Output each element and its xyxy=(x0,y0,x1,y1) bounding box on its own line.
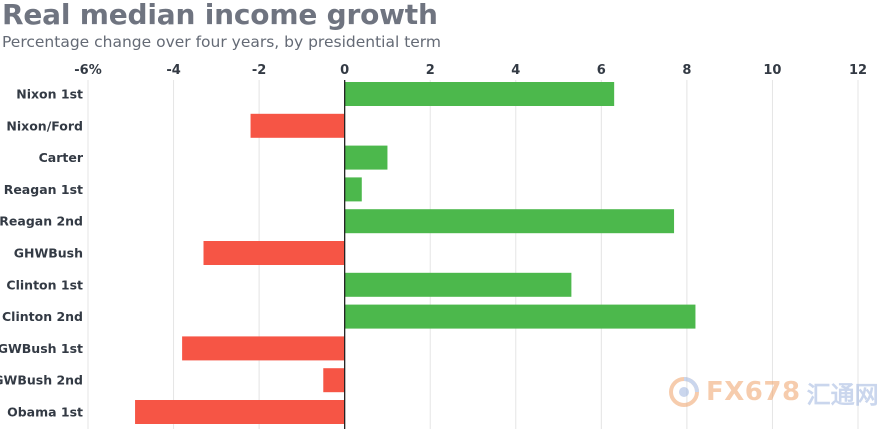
x-tick-label: -6% xyxy=(74,63,101,78)
bar xyxy=(344,209,675,234)
category-label: Nixon 1st xyxy=(16,87,83,102)
bar xyxy=(344,304,696,329)
category-label: Clinton 1st xyxy=(6,277,83,292)
category-label: Obama 1st xyxy=(7,405,83,420)
x-tick-label: 4 xyxy=(511,63,520,78)
x-tick-label: 8 xyxy=(682,63,691,78)
category-label: Nixon/Ford xyxy=(6,118,83,133)
category-labels: Nixon 1st Nixon/Ford Carter Reagan 1st Reaga… xyxy=(0,87,84,420)
x-tick-label: 12 xyxy=(849,63,867,78)
category-label: Clinton 2nd xyxy=(2,309,83,324)
category-label: GWBush 2nd xyxy=(0,373,83,388)
bar xyxy=(344,145,388,170)
x-tick-label: 2 xyxy=(426,63,435,78)
x-tick-label: 6 xyxy=(597,63,606,78)
bar xyxy=(344,82,615,106)
bar xyxy=(344,272,572,297)
x-tick-label: -2 xyxy=(252,63,266,78)
x-tick-label: 10 xyxy=(763,63,781,78)
chart-title: Real median income growth xyxy=(2,0,438,31)
bar xyxy=(323,368,345,393)
category-label: GWBush 1st xyxy=(0,341,83,356)
bar xyxy=(135,400,345,424)
bars xyxy=(135,82,696,424)
x-tick-label: 0 xyxy=(340,63,349,78)
category-label: Reagan 1st xyxy=(4,182,83,197)
chart-subtitle: Percentage change over four years, by pr… xyxy=(2,33,442,51)
category-label: Reagan 2nd xyxy=(0,214,83,229)
category-label: Carter xyxy=(39,150,84,165)
fx678-watermark: FX678 汇通网 xyxy=(668,374,879,410)
fx678-logo-icon xyxy=(669,377,699,407)
watermark-text: FX678 xyxy=(706,377,801,407)
bar xyxy=(344,177,362,202)
watermark-text-cn: 汇通网 xyxy=(806,380,879,409)
grid-lines xyxy=(87,80,859,429)
bar xyxy=(250,113,345,138)
x-axis-tick-labels: -6% -4 -2 0 2 4 6 8 10 12 xyxy=(74,63,867,78)
bar xyxy=(182,336,345,361)
category-label: GHWBush xyxy=(14,246,83,261)
x-tick-label: -4 xyxy=(166,63,180,78)
bar xyxy=(203,241,345,265)
